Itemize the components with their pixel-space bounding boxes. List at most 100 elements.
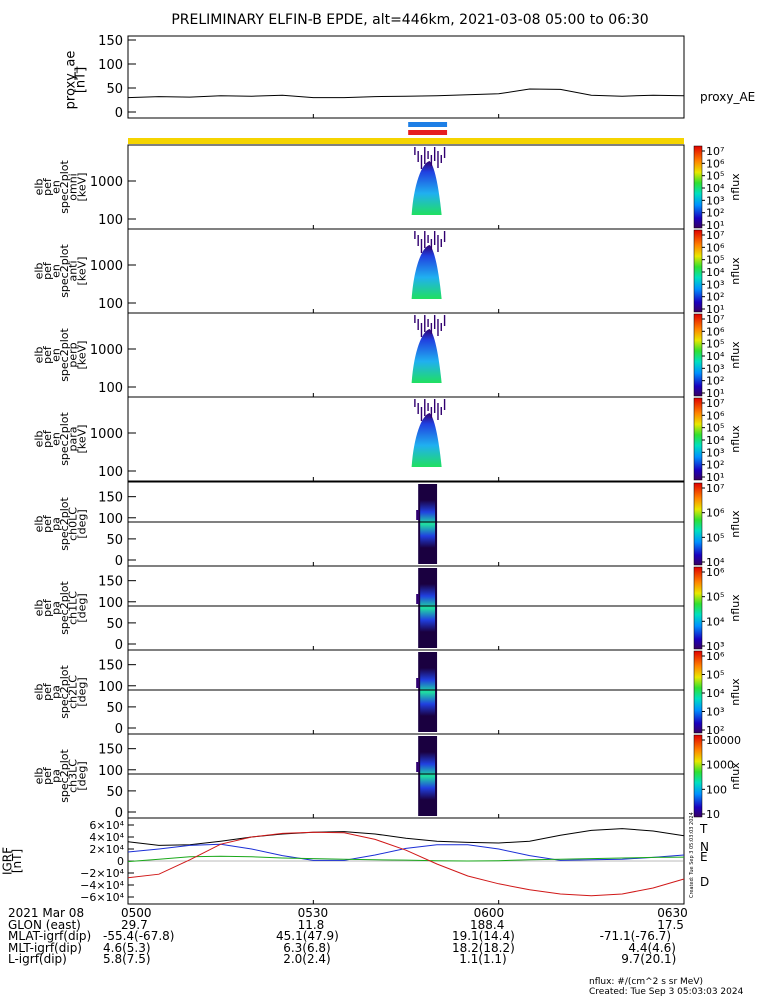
spec-ylabel-line-5: [keV] [75, 425, 88, 454]
igrf-legend-N: N [700, 840, 709, 854]
spec-flux-streak [417, 319, 419, 330]
pa-flux-core [420, 584, 436, 632]
spec-flux-streak [433, 315, 436, 329]
proxy-ae-ylabel-line-1: [nT] [74, 67, 89, 93]
footer-row-value: 17.5 [657, 917, 684, 932]
spec-ylabel-line-0: elb [32, 600, 45, 617]
spec-frame [127, 481, 685, 567]
igrf-legend-T: T [699, 822, 708, 836]
igrf-ytick-label: 2×10⁴ [89, 843, 124, 856]
footer-row-label: GLON (east) [8, 917, 81, 932]
igrf-ytick-label: −6×10⁴ [80, 891, 124, 904]
spec-ylabel-line-2: pa [50, 685, 63, 699]
spec-flux-region [411, 413, 442, 467]
spec-ytick-label: 1000 [90, 259, 123, 274]
spec-ylabel-line-3: spec2plot [58, 497, 71, 551]
pa-flux-core [420, 500, 436, 548]
igrf-line-T [127, 828, 685, 846]
colorbar-tick-label: 10⁵ [706, 338, 724, 351]
spec-frame [127, 144, 685, 230]
spec-panel-perp: 1000100elbpefenspec2plotperp[keV]10⁷10⁶1… [32, 312, 742, 400]
spec-ytick-label: 0 [115, 722, 123, 737]
colorbar-label: nflux [729, 173, 742, 201]
colorbar-tick-label: 10³ [706, 194, 724, 207]
colorbar-tick-label: 10² [706, 291, 724, 304]
igrf-ytick-label: 4×10⁴ [89, 831, 124, 844]
spec-ytick-label: 100 [98, 764, 123, 779]
spec-ytick-label: 100 [98, 512, 123, 527]
spec-frame [127, 649, 685, 735]
colorbar-tick-label: 1000 [706, 759, 734, 772]
colorbar-tick-label: 10¹ [706, 471, 724, 484]
proxy-ae-ytick-label: 0 [115, 106, 123, 121]
proxy-ae-ytick-label: 50 [106, 82, 123, 97]
igrf-ytick-label: −4×10⁴ [80, 879, 124, 892]
spec-ylabel-line-5: [deg] [75, 593, 88, 622]
spec-ylabel-line-4: para [67, 427, 80, 452]
colorbar-label: nflux [729, 762, 742, 790]
colorbar-tick-label: 10⁷ [706, 482, 724, 495]
proxy-ae-ylabel-line-0: proxy_ae [63, 51, 78, 110]
spec-flux-streak [414, 315, 416, 323]
spec-ylabel-line-3: spec2plot [58, 328, 71, 382]
pa-flux-streak [416, 594, 420, 604]
spec-flux-streak [427, 319, 429, 327]
colorbar-label: nflux [729, 341, 742, 369]
spec-ylabel-line-4: ch2LC [67, 675, 80, 709]
spectrogram-panels: 1000100elbpefenspec2plotomni[keV]10⁷10⁶1… [32, 144, 742, 821]
colorbar-tick-label: 10⁵ [706, 254, 724, 267]
spec-ytick-label: 100 [98, 381, 123, 396]
spec-ytick-label: 150 [98, 659, 123, 674]
igrf-line-D [127, 831, 685, 897]
spec-yticks: 150 100 50 0 [98, 575, 136, 653]
footer-row-label: MLAT-igrf(dip) [8, 929, 92, 943]
spec-ytick-label: 0 [115, 554, 123, 569]
igrf-ytick-label: 6×10⁴ [89, 819, 124, 832]
spec-ytick-label: 150 [98, 743, 123, 758]
spec-panel-para: 1000100elbpefenspec2plotpara[keV]10⁷10⁶1… [32, 396, 742, 484]
spec-ylabel-line-2: en [50, 348, 63, 362]
colorbar-tick-label: 10² [706, 724, 724, 737]
colorbar-tick-label: 10³ [706, 446, 724, 459]
spec-ytick-label: 1000 [90, 175, 123, 190]
colorbar-tick-label: 10¹ [706, 387, 724, 400]
spec-flux-streak [437, 151, 439, 168]
spec-frame [127, 312, 685, 398]
colorbar-tick-label: 10⁷ [706, 313, 724, 326]
colorbar-label: nflux [729, 425, 742, 453]
colorbar-tick-label: 10⁷ [706, 229, 724, 242]
footer-row-value: 18.2(18.2) [452, 940, 515, 955]
footer-row-value: 4.6(5.3) [103, 940, 151, 955]
spec-colorbar: 10⁶ 10⁵ 10⁴ 10³ 10² nflux [693, 650, 742, 737]
spec-ylabel-line-0: elb [32, 263, 45, 280]
state-bar [128, 138, 684, 144]
spec-panel-ch0LC: 150100500elbpefpaspec2plotch0LC[deg]10⁷1… [32, 481, 742, 569]
spec-flux-streak [424, 315, 426, 332]
colorbar-tick-label: 10³ [706, 706, 724, 719]
colorbar-tick-label: 10³ [706, 640, 724, 653]
spec-ytick-label: 100 [98, 465, 123, 480]
colorbar-tick-label: 10² [706, 459, 724, 472]
spec-flux-streak [430, 239, 433, 250]
colorbar-tick-label: 10⁴ [706, 266, 725, 279]
proxy-ae-line [127, 88, 685, 99]
proxy-ae-ylabel: proxy_ae[nT] [63, 51, 88, 110]
spec-yticks: 150 100 50 0 [98, 659, 136, 737]
igrf-line-E [127, 855, 685, 863]
spec-ylabel-line-2: en [50, 180, 63, 194]
spec-panel-ch1LC: 150100500elbpefpaspec2plotch1LC[deg]10⁶1… [32, 565, 742, 653]
proxy-ae-ytick-label: 100 [98, 58, 123, 73]
colorbar-tick-label: 10⁷ [706, 397, 724, 410]
spec-ytick-label: 100 [98, 680, 123, 695]
igrf-legend-D: D [700, 875, 709, 889]
colorbar-label: nflux [729, 510, 742, 538]
spec-ylabel-line-2: pa [50, 517, 63, 531]
spec-ylabel-line-2: en [50, 432, 63, 446]
spec-ylabel-line-0: elb [32, 179, 45, 196]
spec-flux-streak [420, 155, 423, 169]
spec-ytick-label: 1000 [90, 343, 123, 358]
